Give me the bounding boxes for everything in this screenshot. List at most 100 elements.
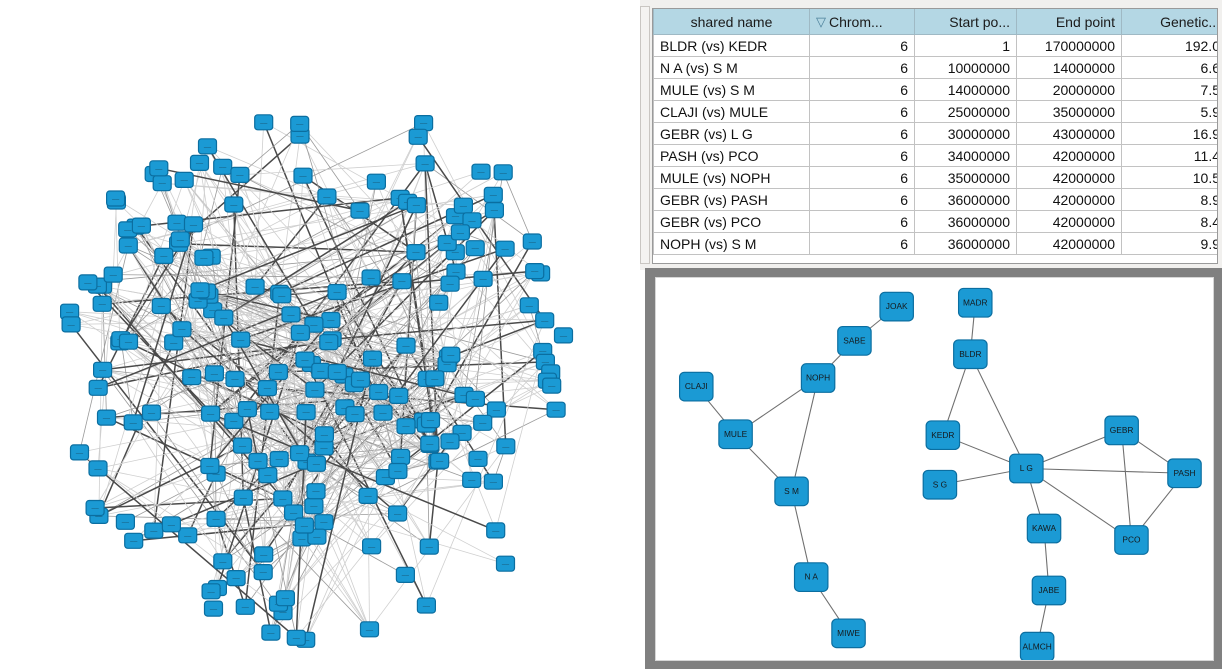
cell-chromosome[interactable]: 6 <box>809 34 915 57</box>
network-node[interactable]: —— <box>92 295 112 312</box>
cell-shared_name[interactable]: GEBR (vs) L G <box>653 122 810 145</box>
network-node[interactable]: —— <box>440 433 460 450</box>
network-node[interactable]: —— <box>350 371 371 388</box>
node-shape[interactable] <box>103 266 123 283</box>
network-node[interactable]: —— <box>389 387 409 404</box>
node-shape[interactable] <box>197 138 218 155</box>
node-shape[interactable] <box>231 331 251 348</box>
node-shape[interactable] <box>260 403 280 420</box>
node-shape[interactable] <box>268 363 288 381</box>
node-shape[interactable] <box>305 381 325 398</box>
network-edge[interactable] <box>102 291 207 305</box>
node-shape[interactable] <box>366 173 386 190</box>
network-node[interactable]: —— <box>232 437 253 454</box>
node-shape[interactable] <box>269 451 289 468</box>
node-shape[interactable] <box>123 414 143 431</box>
node-shape[interactable] <box>429 294 449 311</box>
network-node[interactable]: ALMCH <box>1019 631 1055 660</box>
network-edge[interactable] <box>1026 468 1132 541</box>
node-shape[interactable] <box>284 504 304 521</box>
node-shape[interactable] <box>831 618 866 649</box>
network-node[interactable]: PASH <box>1167 458 1202 489</box>
node-shape[interactable] <box>200 457 220 475</box>
node-shape[interactable] <box>296 404 316 421</box>
network-edge[interactable] <box>320 370 386 478</box>
network-node[interactable]: —— <box>304 498 324 515</box>
network-node[interactable]: —— <box>553 327 574 344</box>
cell-genetic[interactable]: 5.9 <box>1121 100 1217 123</box>
network-edge[interactable] <box>369 446 507 630</box>
sub-network-nodes[interactable]: JOAK SABE NOPH CLAJI MULE S M N A MIWE MADR BLDR K… <box>678 287 1202 660</box>
network-node[interactable]: —— <box>85 499 105 517</box>
network-edge[interactable] <box>240 338 476 400</box>
node-shape[interactable] <box>522 233 542 250</box>
cell-start_point[interactable]: 1 <box>914 34 1017 57</box>
network-node[interactable]: —— <box>327 283 347 301</box>
node-shape[interactable] <box>362 538 382 555</box>
network-node[interactable]: —— <box>425 370 445 387</box>
network-node[interactable]: —— <box>408 128 428 145</box>
network-edge[interactable] <box>79 451 297 639</box>
network-node[interactable]: —— <box>471 163 491 180</box>
node-shape[interactable] <box>425 370 445 387</box>
network-edge[interactable] <box>113 274 372 278</box>
cell-genetic[interactable]: 9.9 <box>1121 232 1217 255</box>
network-node[interactable]: —— <box>317 188 337 205</box>
network-node[interactable]: MULE <box>718 419 753 450</box>
network-node[interactable]: —— <box>319 334 339 351</box>
network-node[interactable]: —— <box>450 224 470 241</box>
node-shape[interactable] <box>465 240 485 257</box>
cell-end_point[interactable]: 42000000 <box>1016 166 1122 189</box>
node-shape[interactable] <box>306 455 326 472</box>
network-edge[interactable] <box>304 359 428 606</box>
network-node[interactable]: —— <box>268 363 288 381</box>
network-edge[interactable] <box>178 243 417 253</box>
network-node[interactable]: —— <box>486 401 506 418</box>
network-node[interactable]: —— <box>358 487 378 504</box>
node-shape[interactable] <box>161 516 181 533</box>
node-shape[interactable] <box>406 197 426 214</box>
cell-shared_name[interactable]: GEBR (vs) PCO <box>653 210 810 233</box>
network-edge[interactable] <box>240 339 372 547</box>
filter-sort-icon[interactable]: ▽ <box>816 13 826 29</box>
network-edge[interactable] <box>1121 430 1133 541</box>
network-node[interactable]: —— <box>415 155 435 172</box>
network-node[interactable]: —— <box>453 197 473 214</box>
network-edge[interactable] <box>281 231 461 296</box>
node-shape[interactable] <box>154 247 174 264</box>
network-node[interactable]: —— <box>388 462 408 480</box>
network-edge[interactable] <box>299 123 361 211</box>
node-shape[interactable] <box>293 167 313 184</box>
node-shape[interactable] <box>925 420 961 451</box>
network-edge[interactable] <box>423 123 431 445</box>
network-edge[interactable] <box>242 444 431 447</box>
node-shape[interactable] <box>206 510 226 527</box>
network-node[interactable]: —— <box>201 405 221 422</box>
network-node[interactable]: —— <box>170 231 190 248</box>
network-node[interactable]: —— <box>275 590 295 607</box>
node-shape[interactable] <box>254 114 274 131</box>
network-node[interactable]: —— <box>345 406 365 423</box>
network-edge[interactable] <box>791 377 819 492</box>
network-node[interactable]: —— <box>361 269 381 286</box>
network-edge[interactable] <box>127 245 215 374</box>
node-shape[interactable] <box>1104 415 1139 446</box>
network-node[interactable]: —— <box>203 600 224 617</box>
table-row[interactable]: GEBR (vs) L G 6 30000000 43000000 16.9 <box>653 122 1217 145</box>
network-edge[interactable] <box>279 171 504 294</box>
node-shape[interactable] <box>922 469 958 500</box>
network-node[interactable]: —— <box>546 401 566 418</box>
node-shape[interactable] <box>493 164 513 181</box>
node-shape[interactable] <box>1009 453 1044 484</box>
node-shape[interactable] <box>224 196 244 213</box>
node-shape[interactable] <box>105 190 126 207</box>
node-shape[interactable] <box>237 401 257 418</box>
column-header-end-point[interactable]: End point <box>1016 9 1122 35</box>
cell-genetic[interactable]: 7.5 <box>1121 78 1217 101</box>
network-node[interactable]: —— <box>419 538 439 555</box>
network-node[interactable]: —— <box>213 158 233 175</box>
network-node[interactable]: JABE <box>1031 575 1067 606</box>
cell-chromosome[interactable]: 6 <box>809 232 915 255</box>
